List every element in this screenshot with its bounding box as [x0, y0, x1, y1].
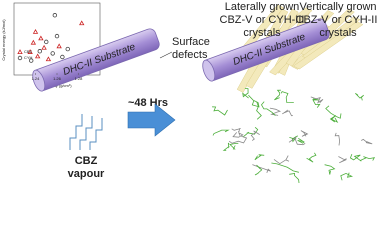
molecule-bond [231, 128, 241, 133]
molecule-bond [212, 129, 230, 136]
molecule-bond [324, 164, 336, 175]
molecule-bond [256, 101, 262, 120]
molecule-bond [250, 130, 260, 141]
point [41, 44, 47, 50]
molecule-bond [254, 154, 265, 161]
molecule-bond [269, 107, 282, 116]
molecule-bond [306, 152, 317, 163]
molecule-bond [212, 106, 228, 116]
time-label: ~48 Hrs [128, 97, 168, 109]
molecule-bond [228, 135, 248, 144]
point [34, 53, 41, 59]
molecule-bond [289, 173, 300, 183]
legend-label: CBZ [24, 49, 33, 54]
rod-end [202, 59, 216, 82]
point [45, 56, 52, 62]
molecule-bond [349, 153, 362, 162]
point [27, 49, 33, 54]
vapour-line [89, 118, 103, 150]
molecule-bond [334, 132, 341, 146]
point [38, 35, 44, 41]
vertical-label: crystals [319, 27, 357, 39]
molecule-bond [232, 132, 244, 138]
molecule-bond [273, 155, 290, 165]
lateral-label: Laterally grown [225, 1, 300, 13]
molecule-bond [297, 138, 305, 144]
point [54, 33, 60, 39]
legend-label: CYH [24, 55, 33, 60]
molecule-bond [248, 94, 260, 108]
pointer [159, 51, 173, 59]
point [79, 20, 85, 26]
molecule-bond [329, 115, 339, 124]
molecule-bond [300, 130, 309, 137]
molecule-bond [338, 156, 347, 164]
molecule-bond [355, 92, 364, 101]
x-tick-label: 1.24 [32, 76, 41, 81]
page: Crystal energy (kJ/mol) Density (g/cm³) … [0, 0, 378, 183]
molecule-bond [325, 105, 342, 119]
legend-symbol [17, 49, 23, 54]
point [29, 58, 34, 63]
point [60, 54, 65, 60]
arrow [127, 103, 176, 137]
defects-label: defects [172, 49, 208, 61]
vapour-lines [69, 114, 103, 150]
point [52, 13, 58, 18]
molecule-bond [254, 164, 263, 176]
point [30, 39, 37, 45]
molecule-bond [288, 136, 306, 146]
defects-label: Surface [172, 36, 210, 48]
molecule-bond [252, 164, 271, 173]
lateral-label: crystals [243, 27, 281, 39]
vertical-label: Vertically grown [299, 1, 376, 13]
molecule-bond [340, 172, 354, 181]
molecule-bond [222, 142, 230, 151]
graphic: Crystal energy (kJ/mol) Density (g/cm³) … [1, 1, 378, 183]
point [44, 39, 49, 45]
vapour-label: vapour [68, 168, 105, 180]
molecule-bond [242, 88, 249, 99]
vapour-line [79, 116, 93, 150]
molecule-bond [312, 98, 321, 108]
molecule-bond [280, 91, 294, 103]
vapour-label: CBZ [75, 155, 98, 167]
lateral-label: CBZ-V or CYH-III [220, 14, 305, 26]
vertical-label: CBZ-V or CYH-III [296, 14, 378, 26]
molecule-bond [261, 101, 276, 116]
molecule-bond [229, 142, 239, 150]
molecule-bond [361, 138, 373, 145]
molecule-bond [360, 156, 376, 161]
point [50, 51, 55, 56]
molecules [212, 88, 376, 183]
rod-end [32, 69, 46, 92]
crystal [292, 21, 364, 70]
point [65, 46, 70, 52]
molecule-bond [282, 109, 293, 117]
point [37, 49, 42, 54]
inset-y-label: Crystal energy (kJ/mol) [1, 19, 6, 61]
legend-symbol [17, 55, 23, 61]
molecule-bond [242, 127, 259, 138]
vapour-line [69, 114, 83, 150]
molecule-bond [274, 89, 281, 101]
molecule-bond [271, 162, 299, 173]
molecule-bond [310, 96, 324, 104]
x-tick-label: 1.26 [53, 76, 62, 81]
x-tick-label: 1.28 [75, 76, 84, 81]
point [32, 28, 39, 34]
point [56, 43, 62, 49]
